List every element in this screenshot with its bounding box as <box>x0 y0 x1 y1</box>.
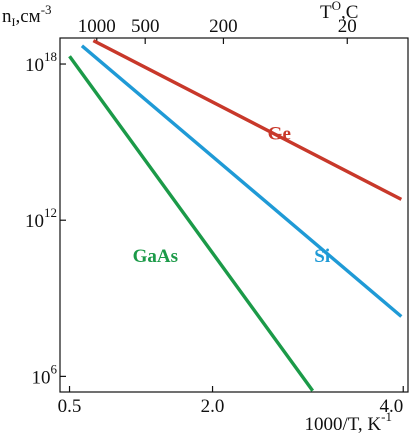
y-tick-label: 106 <box>32 361 58 388</box>
x-tick-label: 2.0 <box>201 396 225 417</box>
x-axis-label: 1000/T, K-1 <box>304 409 392 435</box>
plot-frame <box>59 37 409 393</box>
plot-border <box>59 37 409 393</box>
top-tick-label: 1000 <box>78 16 116 37</box>
top-tick-label: 500 <box>131 16 160 37</box>
series-label-si: Si <box>314 246 330 267</box>
series-line-si <box>80 44 403 318</box>
series-label-ge: Ge <box>268 124 291 145</box>
y-axis-label: nI,см-3 <box>2 2 52 29</box>
top-tick-label: 20 <box>338 16 357 37</box>
labels-group: 0.5 2.0 4.0 1018 1012 106 1000 500 200 20 Ge Si GaAs… <box>2 0 403 435</box>
series-line-gaas <box>68 55 315 392</box>
x-tick-label: 0.5 <box>58 396 82 417</box>
top-tick-label: 200 <box>209 16 238 37</box>
series-label-gaas: GaAs <box>133 246 178 267</box>
series-line-ge <box>92 39 403 201</box>
series-group <box>68 39 403 392</box>
y-tick-label: 1018 <box>25 49 57 76</box>
y-tick-label: 1012 <box>25 205 57 232</box>
top-axis-label: TO,C <box>320 0 358 23</box>
x-tick-label: 4.0 <box>379 396 403 417</box>
